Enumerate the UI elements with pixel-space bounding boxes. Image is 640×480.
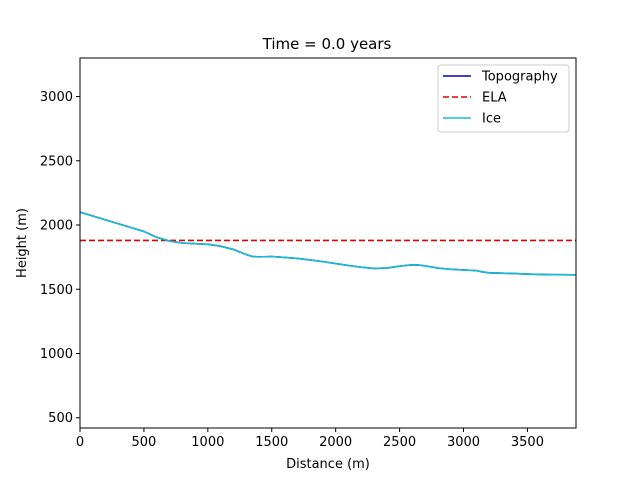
legend-label: Topography — [481, 70, 558, 85]
x-tick-label: 3500 — [511, 435, 544, 450]
y-tick-label: 1500 — [40, 283, 73, 298]
y-tick-label: 3000 — [40, 90, 73, 105]
x-tick-label: 2500 — [383, 435, 416, 450]
series-line-ice — [80, 211, 576, 276]
axis-ticks: 0 500 1000 1500 2000 2500 3000 3500500100015002… — [40, 90, 544, 450]
x-tick-label: 3000 — [447, 435, 480, 450]
y-tick-label: 1000 — [40, 347, 73, 362]
series-line-topography — [80, 211, 576, 276]
legend-box — [437, 64, 570, 133]
plot-area — [79, 57, 577, 429]
legend-label: Ice — [482, 112, 501, 127]
x-tick-label: 1000 — [191, 435, 224, 450]
y-tick-label: 2000 — [40, 219, 73, 234]
x-tick-label: 1500 — [255, 435, 288, 450]
legend-label: ELA — [482, 91, 507, 106]
y-axis-label: Height (m) — [15, 208, 30, 278]
y-tick-label: 2500 — [40, 154, 73, 169]
y-tick-label: 500 — [48, 411, 73, 426]
x-axis-label: Distance (m) — [286, 457, 370, 472]
chart-title: Time = 0.0 years — [262, 35, 392, 53]
x-tick-label: 0 — [76, 435, 84, 450]
x-tick-label: 500 — [132, 435, 157, 450]
legend: Topography ELA Ice — [437, 64, 570, 133]
x-tick-label: 2000 — [319, 435, 352, 450]
